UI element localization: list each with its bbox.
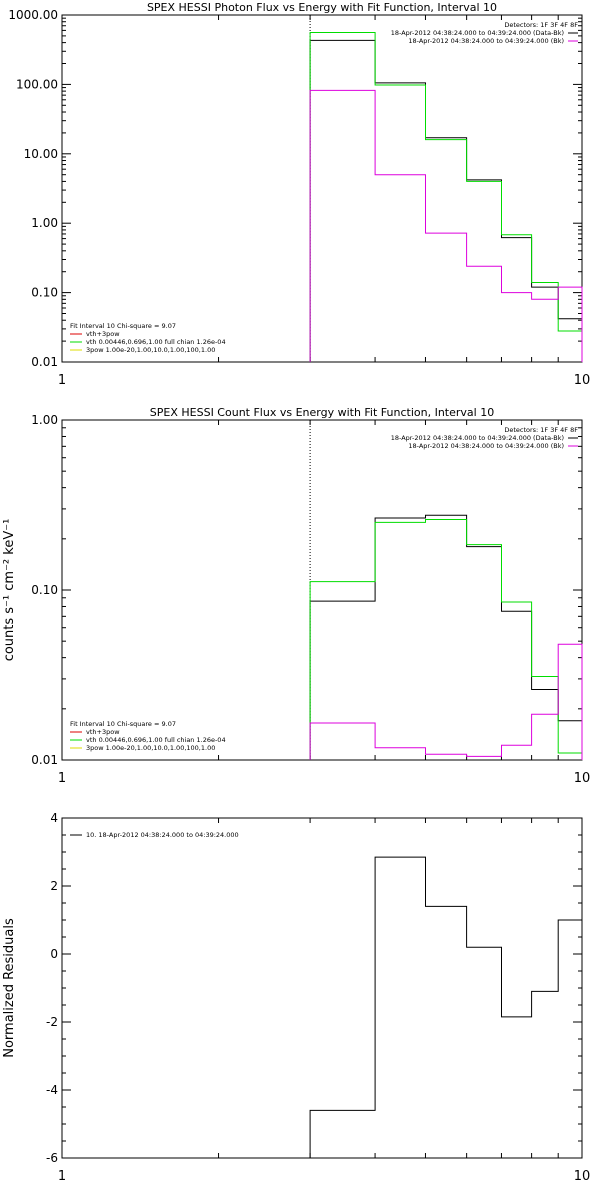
chart-0-legend-right-text: 18-Apr-2012 04:38:24.000 to 04:39:24.000… [391,29,564,37]
chart-0-legend-right-text: 18-Apr-2012 04:38:24.000 to 04:39:24.000… [408,37,564,45]
chart-1-ylabel: counts s⁻¹ cm⁻² keV⁻¹ [2,519,17,662]
chart-2-axes-frame [61,817,583,1159]
chart-0-xtick-label: 10 [574,373,591,388]
chart-1-legend-right-text: 18-Apr-2012 04:38:24.000 to 04:39:24.000… [391,434,564,442]
chart-0-ytick-label: 100.00 [16,77,58,91]
chart-0-xtick-label: 1 [58,373,66,388]
chart-2-series-0-step [309,856,582,1158]
chart-2-xtick-label: 10 [574,1169,591,1184]
chart-1-series-2-step [309,643,583,760]
chart-2-xtick-label: 1 [58,1169,66,1184]
chart-2-ylabel: Normalized Residuals [2,918,17,1058]
chart-0-legend-right-text: Detectors: 1F 3F 4F 8F [504,21,578,29]
chart-0-series-0-step [309,39,583,362]
chart-0-legend-left-text: vth+3pow [86,330,120,338]
chart-1-ytick-label: 0.10 [31,583,58,597]
chart-1-xtick-label: 1 [58,771,66,786]
chart-0-legend-left-text: vth 0.00446,0.696,1.00 full chian 1.26e-… [86,338,226,346]
chart-0-legend-left-text: Fit Interval 10 Chi-square = 9.07 [70,322,176,330]
chart-0-legend-left-text: 3pow 1.00e-20,1.00,10.0,1.00,100,1.00 [86,346,215,354]
chart-1-title: SPEX HESSI Count Flux vs Energy with Fit… [150,406,494,419]
chart-1-legend-left-text: vth 0.00446,0.696,1.00 full chian 1.26e-… [86,736,226,744]
chart-0-title: SPEX HESSI Photon Flux vs Energy with Fi… [147,1,497,14]
chart-2-ytick-label: 2 [50,879,58,893]
chart-2-ytick-label: 0 [50,947,58,961]
chart-0-ytick-label: 1.00 [31,216,58,230]
chart-1-legend-left-text: Fit Interval 10 Chi-square = 9.07 [70,720,176,728]
chart-2-ytick-label: -4 [46,1083,58,1097]
chart-2-ytick-label: -6 [46,1151,58,1165]
chart-1-legend-left-text: vth+3pow [86,728,120,736]
chart-1-series-1-step [309,519,583,760]
chart-0-ytick-label: 0.10 [31,286,58,300]
chart-1-axes-frame [61,419,583,761]
chart-1-ytick-label: 0.01 [31,753,58,767]
chart-2-ytick-label: 4 [50,811,58,825]
chart-0-axes-frame [61,14,583,363]
chart-1-xtick-label: 10 [574,771,591,786]
chart-1-legend-right-text: 18-Apr-2012 04:38:24.000 to 04:39:24.000… [408,442,564,450]
chart-2-legend-left-text: 10. 18-Apr-2012 04:38:24.000 to 04:39:24… [86,831,239,839]
chart-1-legend-left-text: 3pow 1.00e-20,1.00,10.0,1.00,100,1.00 [86,744,215,752]
chart-2-ytick-label: -2 [46,1015,58,1029]
chart-0-ytick-label: 10.00 [24,147,58,161]
chart-0-series-1-step [309,32,583,362]
chart-0-ytick-label: 0.01 [31,355,58,369]
chart-1-ytick-label: 1.00 [31,413,58,427]
chart-0-series-2-step [309,89,583,362]
chart-1-legend-right-text: Detectors: 1F 3F 4F 8F [504,426,578,434]
chart-0-ytick-label: 1000.00 [8,8,58,22]
